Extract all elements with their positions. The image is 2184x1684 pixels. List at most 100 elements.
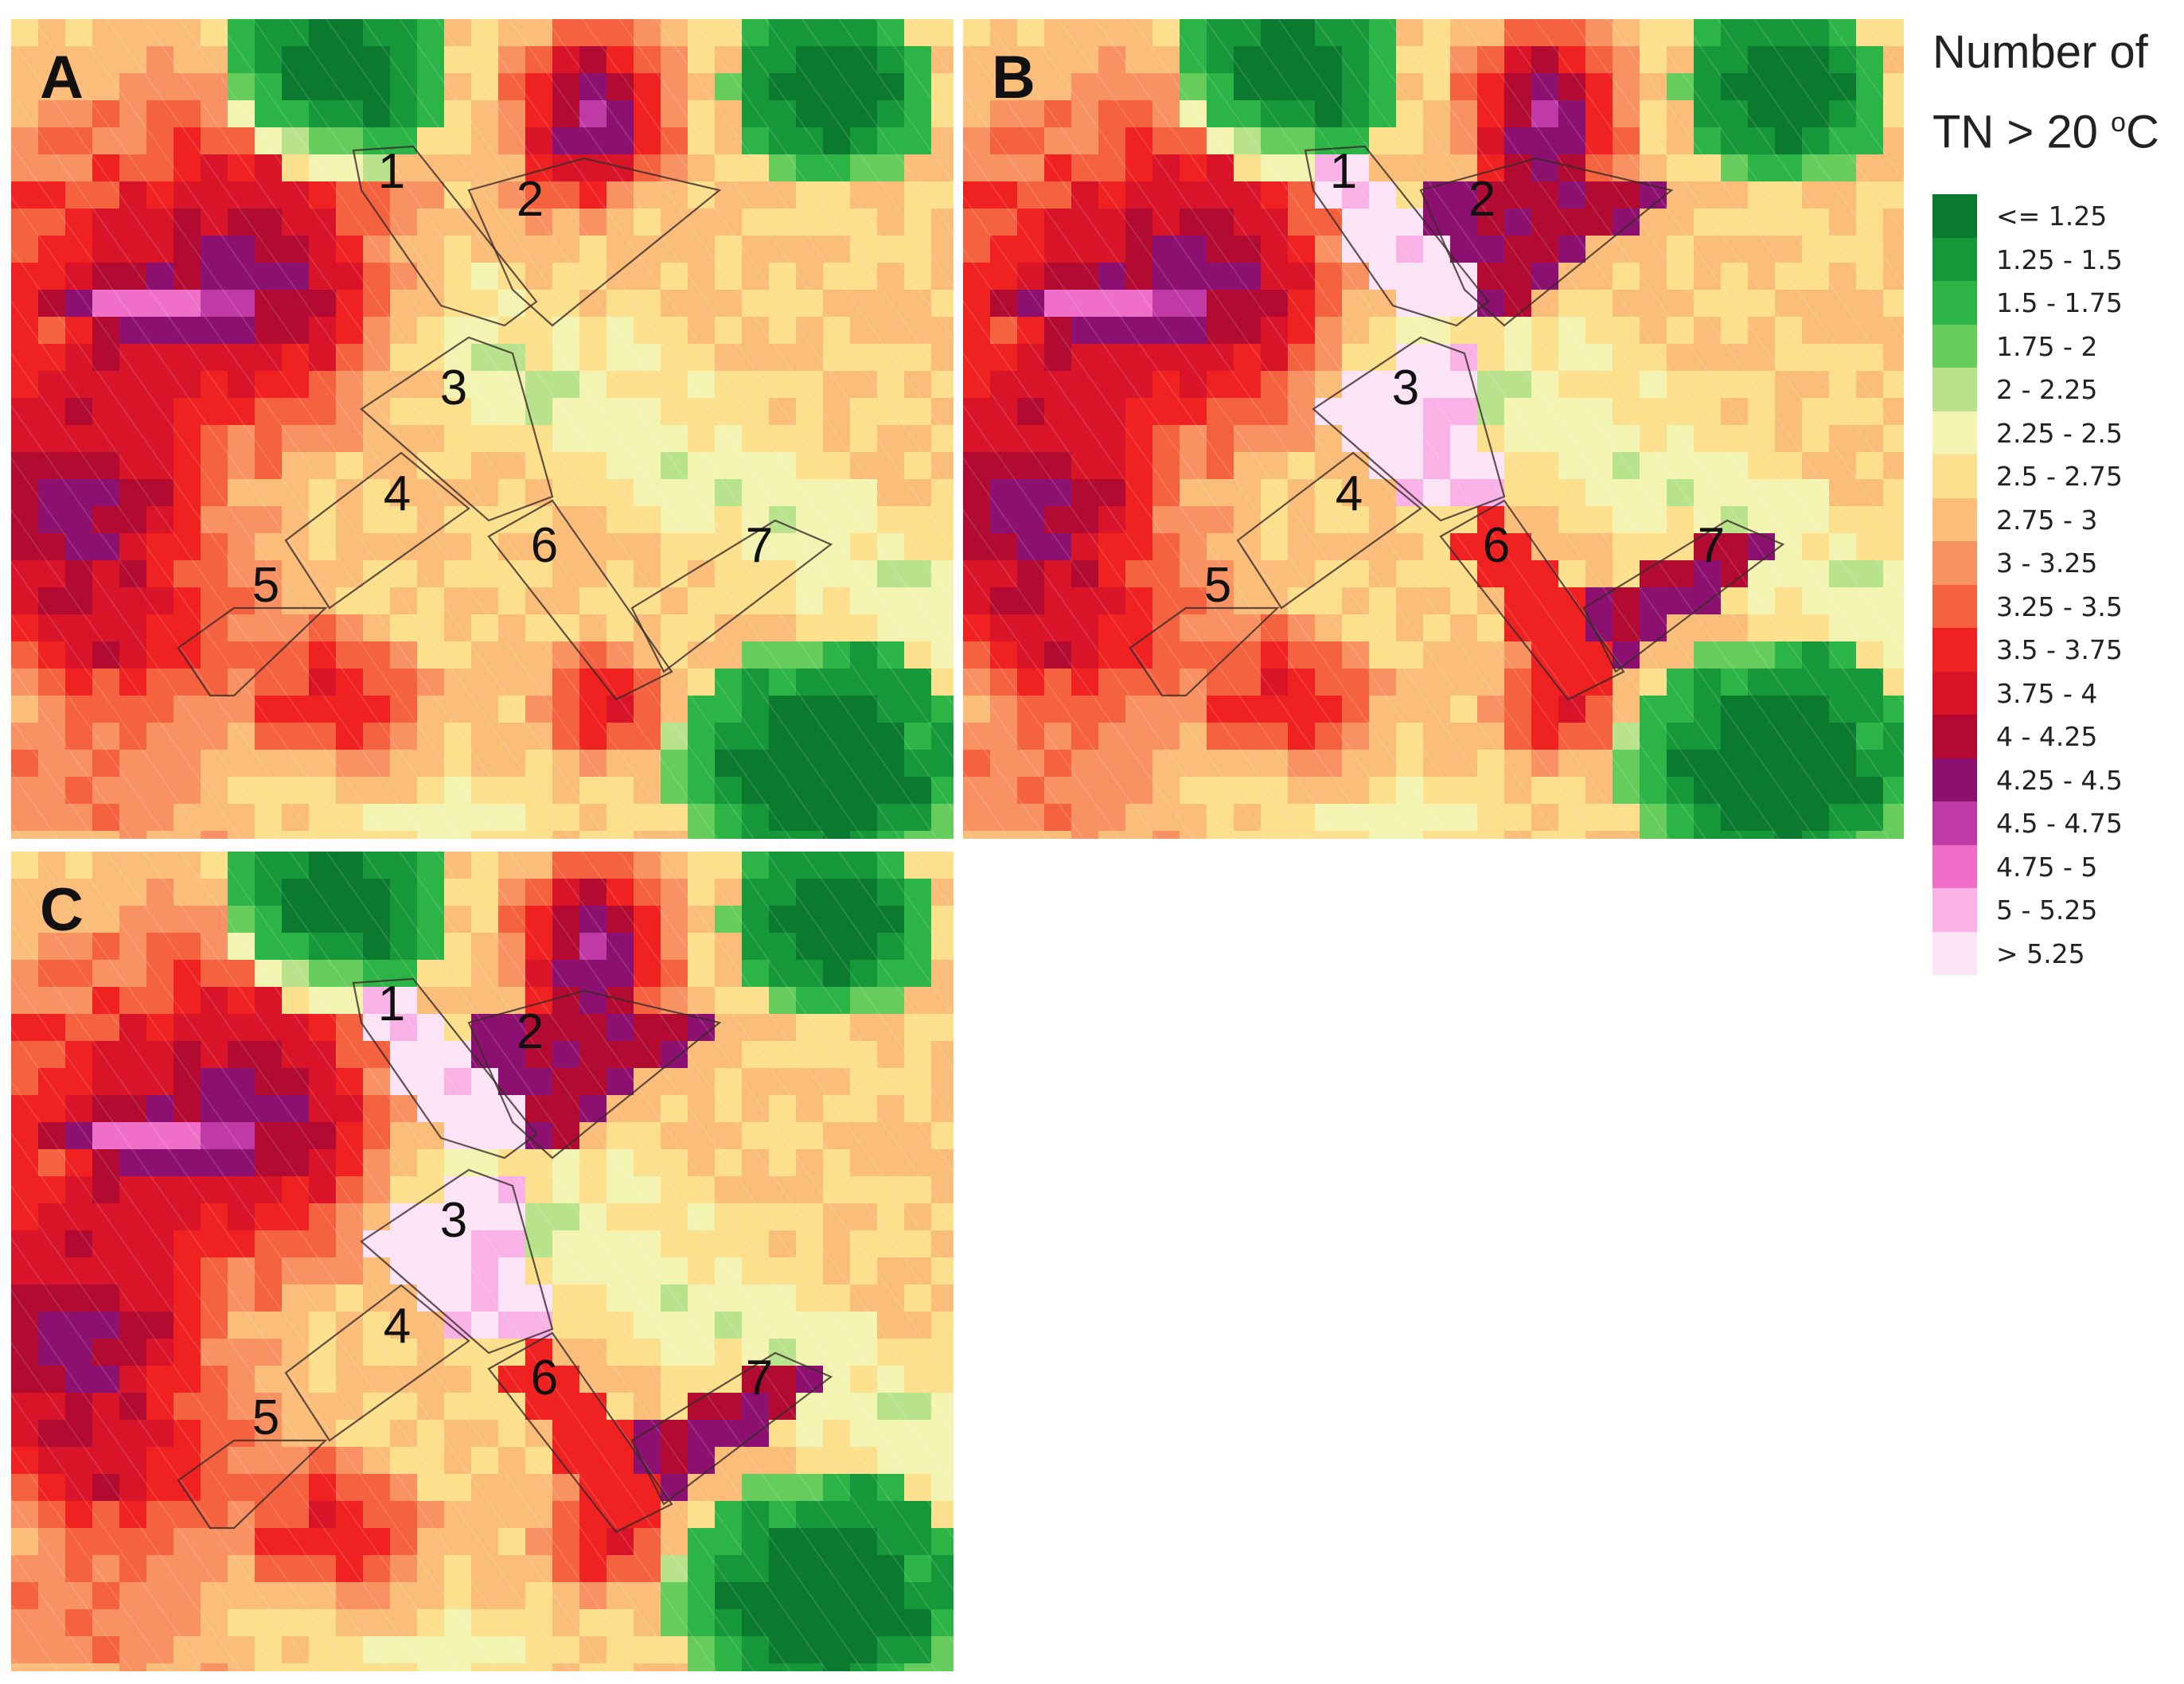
raster-cell [1450,100,1478,128]
raster-cell [796,181,824,209]
raster-cell [525,1636,553,1664]
raster-cell [174,317,201,345]
raster-cell [11,614,39,642]
raster-cell [796,1257,824,1285]
street-line [963,509,1194,839]
raster-cell [1477,317,1505,345]
raster-cell [579,1257,607,1285]
street-line [11,975,498,1671]
raster-cell [471,1230,499,1258]
raster-cell [1261,209,1289,236]
raster-cell [1396,344,1424,372]
raster-cell [525,669,553,696]
raster-cell [146,1366,174,1394]
raster-cell [38,181,66,209]
raster-cell [742,723,770,750]
raster-cell [1396,831,1424,839]
raster-cell [1071,209,1099,236]
raster-cell [11,317,39,345]
raster-cell [363,1312,391,1339]
raster-cell [688,46,716,74]
raster-cell [336,777,364,805]
raster-cell [119,425,147,453]
raster-cell [1180,209,1207,236]
raster-cell [1369,641,1397,669]
raster-cell [769,46,797,74]
raster-cell [931,1176,954,1204]
raster-cell [850,290,878,318]
raster-cell [823,452,851,480]
raster-cell [1288,100,1316,128]
raster-cell [255,1257,283,1285]
raster-cell [1017,750,1045,778]
raster-cell [1775,127,1803,155]
raster-cell [228,452,255,480]
raster-cell [1640,290,1667,318]
raster-cell [119,560,147,588]
raster-cell [1667,506,1695,534]
raster-cell [606,906,634,934]
raster-cell [1667,560,1695,588]
raster-cell [963,46,991,74]
raster-cell [282,1203,310,1231]
raster-cell [688,1420,716,1448]
legend-label: 3 - 3.25 [1996,548,2098,579]
raster-cell [11,1149,39,1177]
raster-cell [444,1447,472,1475]
raster-cell [1044,290,1072,318]
raster-cell [742,154,770,182]
raster-cell [1883,777,1904,805]
raster-cell [1477,127,1505,155]
raster-cell [336,1203,364,1231]
raster-cell [11,1474,39,1502]
raster-cell [606,1122,634,1150]
raster-cell [1883,398,1904,426]
raster-cell [904,236,932,263]
raster-cell [1152,181,1180,209]
raster-cell [579,1176,607,1204]
raster-cell [796,696,824,723]
raster-cell [715,1474,743,1502]
raster-cell [1098,750,1126,778]
raster-cell [606,127,634,155]
raster-cell [1829,100,1857,128]
raster-cell [65,344,93,372]
raster-cell [119,1339,147,1366]
raster-cell [1315,263,1343,290]
raster-cell [11,960,39,988]
raster-cell [363,1257,391,1285]
raster-cell [11,236,39,263]
raster-cell [417,960,445,988]
raster-cell [119,1230,147,1258]
raster-cell [390,479,418,507]
raster-cell [119,1528,147,1556]
raster-cell [174,587,201,615]
raster-cell [1558,560,1586,588]
raster-cell [634,723,661,750]
raster-cell [1423,73,1451,101]
raster-cell [715,723,743,750]
raster-cell [1342,290,1370,318]
raster-cell [146,1339,174,1366]
raster-cell [92,987,120,1015]
raster-cell [823,879,851,906]
raster-cell [1044,750,1072,778]
raster-cell [1883,154,1904,182]
raster-cell [796,479,824,507]
raster-cell [38,533,66,561]
raster-cell [444,317,472,345]
raster-cell [201,560,228,588]
legend-title-line1: Number of [1932,26,2148,78]
raster-cell [552,831,580,839]
raster-cell [65,46,93,74]
raster-cell [1775,425,1803,453]
raster-cell [1802,154,1830,182]
raster-cell [1044,614,1072,642]
raster-cell [38,587,66,615]
raster-cell [931,1501,954,1529]
raster-cell [363,1555,391,1583]
raster-cell [174,1555,201,1583]
raster-cell [174,452,201,480]
raster-cell [1044,831,1072,839]
